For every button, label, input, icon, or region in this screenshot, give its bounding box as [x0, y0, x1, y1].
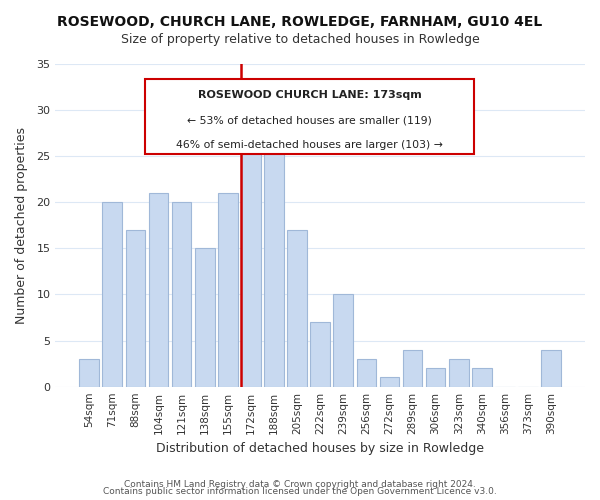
- Bar: [380, 378, 399, 386]
- Bar: [79, 359, 99, 386]
- Bar: [241, 128, 260, 386]
- Y-axis label: Number of detached properties: Number of detached properties: [15, 127, 28, 324]
- FancyBboxPatch shape: [145, 78, 474, 154]
- Bar: [541, 350, 561, 387]
- X-axis label: Distribution of detached houses by size in Rowledge: Distribution of detached houses by size …: [156, 442, 484, 455]
- Bar: [287, 230, 307, 386]
- Bar: [310, 322, 330, 386]
- Text: Contains public sector information licensed under the Open Government Licence v3: Contains public sector information licen…: [103, 488, 497, 496]
- Text: Size of property relative to detached houses in Rowledge: Size of property relative to detached ho…: [121, 32, 479, 46]
- Bar: [195, 248, 215, 386]
- Bar: [334, 294, 353, 386]
- Bar: [403, 350, 422, 387]
- Bar: [264, 147, 284, 386]
- Bar: [426, 368, 445, 386]
- Bar: [172, 202, 191, 386]
- Bar: [472, 368, 491, 386]
- Text: ← 53% of detached houses are smaller (119): ← 53% of detached houses are smaller (11…: [187, 116, 432, 126]
- Bar: [449, 359, 469, 386]
- Bar: [103, 202, 122, 386]
- Bar: [218, 193, 238, 386]
- Text: 46% of semi-detached houses are larger (103) →: 46% of semi-detached houses are larger (…: [176, 140, 443, 150]
- Text: ROSEWOOD CHURCH LANE: 173sqm: ROSEWOOD CHURCH LANE: 173sqm: [197, 90, 421, 100]
- Bar: [356, 359, 376, 386]
- Bar: [149, 193, 169, 386]
- Text: ROSEWOOD, CHURCH LANE, ROWLEDGE, FARNHAM, GU10 4EL: ROSEWOOD, CHURCH LANE, ROWLEDGE, FARNHAM…: [58, 15, 542, 29]
- Bar: [125, 230, 145, 386]
- Text: Contains HM Land Registry data © Crown copyright and database right 2024.: Contains HM Land Registry data © Crown c…: [124, 480, 476, 489]
